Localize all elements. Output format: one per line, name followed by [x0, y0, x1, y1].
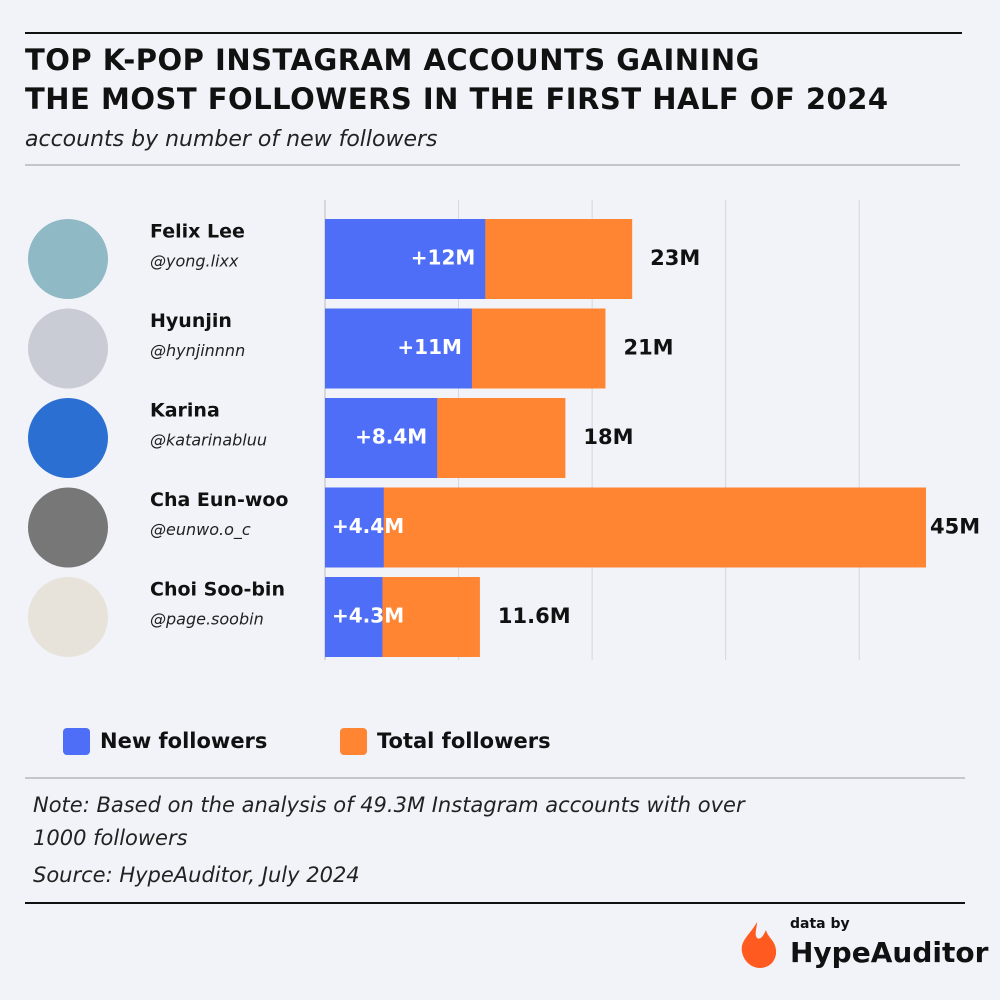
account-handle: @katarinabluu — [150, 431, 267, 450]
account-handle: @eunwo.o_c — [150, 520, 251, 540]
new-followers-bar — [325, 577, 383, 657]
account-handle: @yong.lixx — [150, 252, 239, 271]
source: Source: HypeAuditor, July 2024 — [33, 863, 360, 887]
new-followers-label: +12M — [411, 246, 476, 270]
logo-text: HypeAuditor — [790, 936, 989, 969]
total-followers-label: 23M — [650, 246, 700, 270]
avatar — [28, 398, 108, 478]
logo-icon — [741, 922, 777, 968]
account-name: Hyunjin — [150, 310, 232, 332]
account-name: Karina — [150, 400, 220, 422]
new-followers-bar — [325, 398, 438, 478]
total-followers-bar — [325, 487, 926, 568]
total-followers-label: 21M — [623, 336, 673, 360]
new-followers-label: +11M — [397, 335, 462, 359]
total-followers-label: 18M — [583, 425, 633, 449]
account-name: Felix Lee — [150, 221, 245, 243]
logo-caption: data by — [790, 916, 850, 932]
account-name: Choi Soo-bin — [150, 579, 285, 601]
chart-title: THE MOST FOLLOWERS IN THE FIRST HALF OF … — [25, 82, 889, 116]
legend-swatch — [340, 728, 367, 755]
legend-label: Total followers — [377, 729, 551, 753]
total-followers-label: 11.6M — [498, 604, 571, 628]
account-handle: @page.soobin — [150, 610, 264, 629]
account-name: Cha Eun-woo — [150, 489, 288, 511]
bar-chart: Felix Lee @yong.lixx +12M 23M Hyunjin @hynjin… — [28, 200, 980, 755]
legend-label: New followers — [100, 729, 267, 753]
avatar — [28, 577, 108, 657]
new-followers-label: +8.4M — [355, 425, 427, 449]
new-followers-bar — [325, 487, 384, 568]
avatar — [28, 308, 108, 389]
account-handle: @hynjinnnn — [150, 341, 245, 360]
note: Note: Based on the analysis of 49.3M Ins… — [33, 793, 746, 817]
avatar — [28, 487, 108, 568]
chart-title: TOP K-POP INSTAGRAM ACCOUNTS GAINING — [25, 43, 760, 77]
new-followers-bar — [325, 219, 486, 299]
total-followers-label: 45M — [930, 515, 980, 539]
new-followers-label: +4.3M — [332, 604, 404, 628]
new-followers-bar — [325, 308, 472, 389]
note: 1000 followers — [33, 826, 188, 850]
legend-swatch — [63, 728, 90, 755]
avatar — [28, 219, 108, 299]
new-followers-label: +4.4M — [332, 514, 404, 538]
chart-subtitle: accounts by number of new followers — [25, 127, 438, 152]
